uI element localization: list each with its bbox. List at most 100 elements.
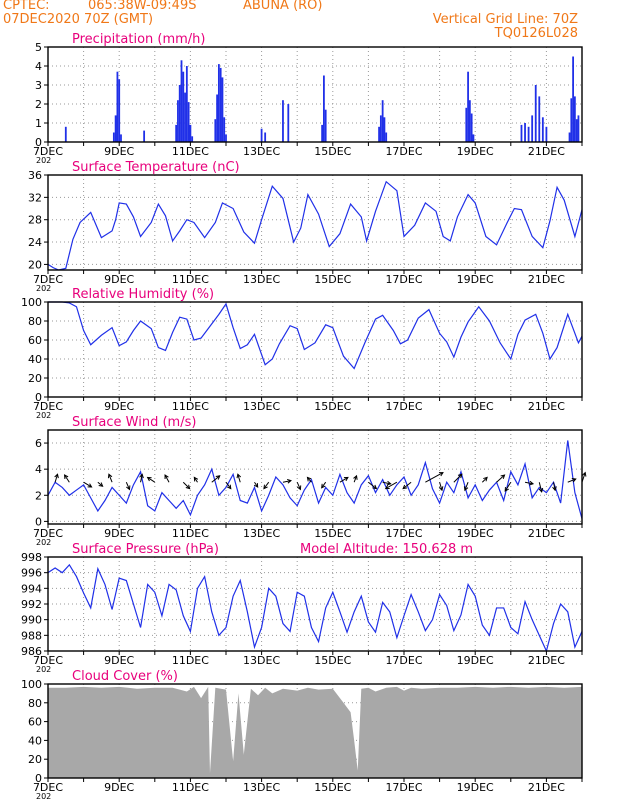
precip-bar — [223, 117, 226, 142]
wind-arrow-head — [384, 484, 390, 490]
wind-arrow — [140, 474, 143, 483]
cloud-ytick-label: 40 — [28, 734, 42, 747]
precip-xtick-label: 21DEC — [528, 145, 565, 158]
wind-arrow — [425, 472, 444, 483]
temp-xtick-label: 13DEC — [243, 273, 280, 286]
wind-arrow-head — [504, 486, 509, 492]
rh-ytick-label: 100 — [21, 296, 42, 309]
wind-ytick-label: 6 — [35, 437, 42, 450]
precip-bar — [534, 85, 537, 142]
precip-bar — [225, 134, 227, 142]
precip-bar — [383, 117, 386, 142]
wind-arrow — [385, 481, 398, 490]
wind-arrow-head — [139, 473, 144, 479]
precip-bar — [114, 115, 117, 142]
precip-frame — [47, 46, 583, 143]
pressure-xtick-label: 13DEC — [243, 654, 280, 667]
precip-ytick-label: 0 — [35, 136, 42, 149]
wind-arrow-head — [343, 476, 349, 482]
wind-panel — [44, 429, 587, 528]
rh-line — [48, 301, 583, 370]
pressure-xtick-label: 19DEC — [457, 654, 494, 667]
wind-arrow — [296, 482, 301, 490]
precip-bar — [184, 92, 186, 142]
pressure-xtick-label: 9DEC — [104, 654, 134, 667]
temp-line — [47, 180, 583, 271]
precip-bar — [379, 115, 382, 142]
rh-xtick-label: 9DEC — [104, 400, 134, 413]
precip-bar — [120, 134, 122, 142]
rh-xtick-label: 15DEC — [314, 400, 351, 413]
wind-arrow-head — [581, 471, 587, 477]
precip-bar — [468, 100, 471, 142]
wind-ytick-label: 4 — [35, 463, 42, 476]
rh-ytick-label: 60 — [28, 334, 42, 347]
wind-arrow — [321, 481, 327, 489]
rh-xtick-label: 13DEC — [243, 400, 280, 413]
precip-bar — [472, 134, 475, 142]
wind-xtick-label: 15DEC — [314, 527, 351, 540]
pressure-year-stub: 202 — [36, 665, 51, 674]
wind-arrow — [567, 478, 576, 483]
precip-bar — [217, 64, 220, 142]
cloud-xtick-label: 19DEC — [457, 781, 494, 794]
pressure-line — [47, 563, 583, 653]
header-source: CPTEC: — [3, 0, 50, 13]
cloud-xtick-label: 13DEC — [243, 781, 280, 794]
precip-bar — [214, 119, 217, 142]
pressure-extra-label: Model Altitude: 150.628 m — [300, 542, 473, 557]
wind-arrow-head — [483, 476, 488, 482]
header-coords: 065:38W-09:49S — [88, 0, 197, 13]
precip-bar — [467, 71, 469, 142]
precip-bar — [118, 79, 121, 142]
wind-xtick-label: 21DEC — [528, 527, 565, 540]
cloud-xtick-label: 9DEC — [104, 781, 134, 794]
temp-xtick-label: 9DEC — [104, 273, 134, 286]
precip-xtick-label: 9DEC — [104, 145, 134, 158]
wind-ytick-label: 2 — [35, 489, 42, 502]
precip-year-stub: 202 — [36, 156, 51, 165]
wind-arrow-head — [236, 473, 242, 479]
wind-arrow — [481, 477, 488, 483]
precip-xtick-label: 13DEC — [243, 145, 280, 158]
pressure-ytick-label: 994 — [21, 582, 42, 595]
precip-bar — [573, 96, 576, 142]
cloud-ytick-label: 100 — [21, 678, 42, 691]
rh-title: Relative Humidity (%) — [72, 287, 214, 302]
precip-xtick-label: 19DEC — [457, 145, 494, 158]
pressure-title: Surface Pressure (hPa) — [72, 542, 219, 557]
cloud-ytick-label: 0 — [35, 772, 42, 785]
temp-xtick-label: 11DEC — [172, 273, 209, 286]
cloud-title: Cloud Cover (%) — [72, 669, 178, 684]
rh-frame — [47, 301, 583, 398]
precip-bar — [112, 132, 115, 142]
wind-arrow-head — [263, 484, 268, 490]
wind-arrow — [164, 474, 170, 483]
wind-arrow — [64, 474, 70, 483]
wind-arrow-head — [226, 484, 232, 490]
cloud-ytick-label: 60 — [28, 716, 42, 729]
cloud-frame — [47, 683, 583, 779]
pressure-ytick-label: 992 — [21, 598, 42, 611]
wind-arrow — [125, 482, 130, 490]
temp-year-stub: 202 — [36, 284, 51, 293]
precip-xtick-label: 17DEC — [385, 145, 422, 158]
cloud-xtick-label: 21DEC — [528, 781, 565, 794]
precip-bar — [520, 124, 523, 142]
wind-arrow-head — [438, 472, 444, 477]
cloud-xtick-label: 11DEC — [172, 781, 209, 794]
precip-bar — [143, 130, 146, 142]
wind-arrow-head — [500, 474, 506, 479]
wind-arrow — [339, 476, 349, 483]
header-grid-line: Vertical Grid Line: 70Z — [432, 12, 578, 27]
wind-arrow-head — [63, 474, 69, 480]
cloud-panel — [44, 683, 583, 782]
precip-xtick-label: 7DEC — [33, 145, 63, 158]
pressure-xtick-label: 11DEC — [172, 654, 209, 667]
wind-xtick-label: 7DEC — [33, 527, 63, 540]
wind-arrow-head — [164, 474, 169, 480]
wind-arrow — [225, 481, 232, 489]
wind-xtick-label: 11DEC — [172, 527, 209, 540]
precip-ytick-label: 2 — [35, 98, 42, 111]
